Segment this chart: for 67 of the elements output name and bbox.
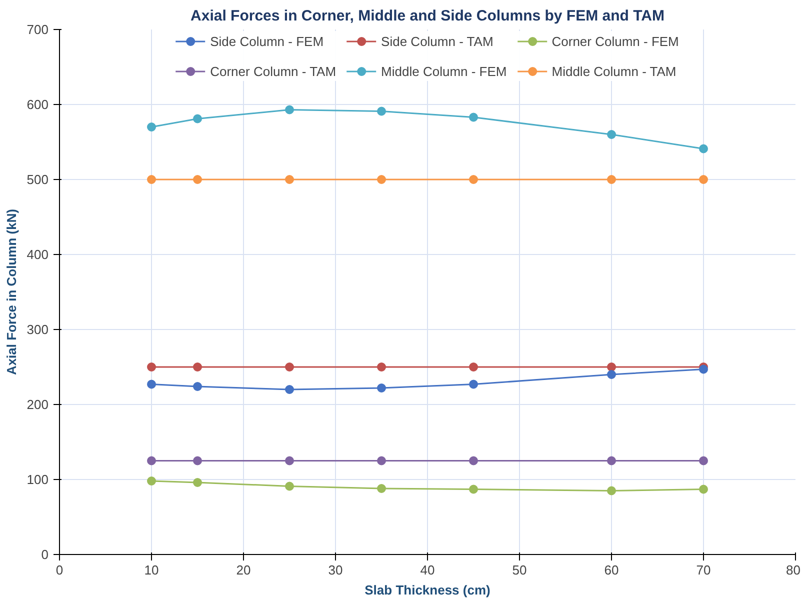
point (607, 175, 616, 184)
y-tick-label: 400 (26, 247, 49, 262)
legend-label: Side Column - FEM (210, 34, 324, 48)
x-tick-label: 20 (236, 562, 251, 578)
point (377, 362, 386, 372)
point (193, 114, 202, 124)
legend-label: Middle Column - TAM (552, 64, 676, 78)
point (285, 105, 294, 114)
point (193, 456, 202, 466)
x-tick-label: 50 (512, 562, 527, 578)
chart-title: Axial Forces in Corner, Middle and Side Columns by FEM and TAM (190, 8, 664, 24)
legend-label: Middle Column - FEM (381, 64, 507, 78)
point (147, 456, 156, 466)
y-tick-label: 100 (26, 472, 49, 487)
point (147, 380, 156, 389)
x-tick-label: 70 (696, 562, 711, 578)
point (469, 112, 478, 122)
point (469, 362, 478, 372)
point (469, 456, 478, 466)
point (699, 484, 708, 494)
y-tick-label: 0 (41, 547, 49, 562)
point (699, 175, 708, 184)
point (147, 122, 156, 132)
y-axis-title: Axial Force in Column (kN) (4, 208, 19, 376)
point (469, 175, 478, 184)
y-tick-label: 600 (26, 97, 49, 112)
legend-label: Side Column - TAM (381, 34, 494, 48)
point (699, 364, 708, 374)
x-tick-label: 60 (604, 562, 619, 578)
y-tick-label: 700 (26, 22, 49, 37)
point (607, 130, 616, 139)
point (193, 362, 202, 372)
point (699, 144, 708, 154)
x-tick-label: 40 (420, 562, 435, 578)
point (193, 478, 202, 487)
point (193, 175, 202, 184)
point (377, 106, 386, 116)
point (285, 362, 294, 372)
legend-label: Corner Column - FEM (552, 34, 679, 48)
x-axis-title: Slab Thickness (cm) (364, 582, 490, 598)
point (147, 175, 156, 184)
x-tick-label: 10 (144, 562, 159, 578)
point (607, 456, 616, 466)
point (607, 370, 616, 379)
point (377, 484, 386, 493)
point (607, 362, 616, 372)
x-tick-label: 30 (328, 562, 343, 578)
point (147, 362, 156, 372)
point (285, 175, 294, 184)
point (285, 385, 294, 394)
point (377, 456, 386, 466)
point (469, 484, 478, 494)
point (193, 382, 202, 391)
y-tick-label: 300 (26, 322, 49, 337)
point (377, 175, 386, 184)
legend-label: Corner Column - TAM (210, 64, 336, 78)
point (285, 482, 294, 491)
y-tick-label: 200 (26, 397, 49, 412)
point (607, 486, 616, 496)
point (285, 456, 294, 466)
point (469, 380, 478, 389)
point (147, 476, 156, 486)
point (377, 384, 386, 392)
y-tick-label: 500 (26, 172, 49, 187)
x-tick-label: 0 (56, 562, 64, 578)
x-tick-label: 80 (786, 562, 801, 578)
point (699, 456, 708, 466)
